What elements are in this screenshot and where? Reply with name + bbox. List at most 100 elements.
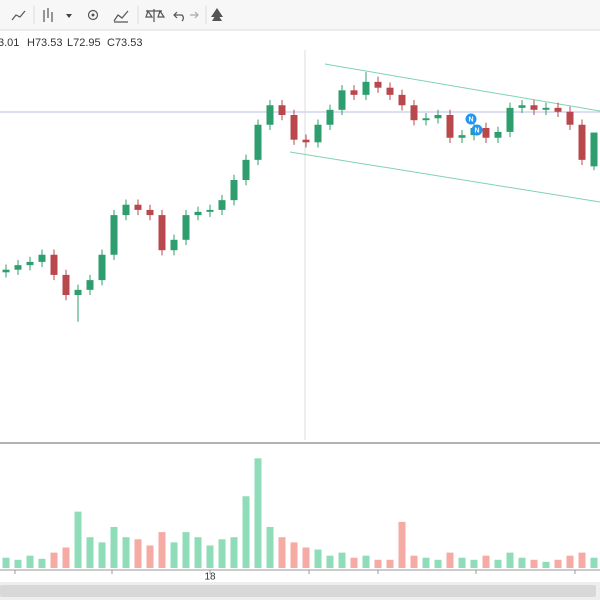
volume-bar	[230, 537, 238, 568]
volume-bar	[86, 537, 94, 568]
candle-body	[62, 274, 70, 296]
candle-body	[86, 280, 94, 290]
volume-bar	[398, 521, 406, 568]
legend-open: 3.01	[0, 37, 19, 49]
candle-body	[218, 200, 226, 210]
news-marker-label: N	[468, 116, 473, 123]
legend-close: C73.53	[107, 37, 142, 49]
volume-bar	[386, 559, 394, 568]
news-marker-label: N	[474, 127, 479, 134]
volume-bars	[2, 458, 598, 568]
candle-body	[542, 107, 550, 110]
candle-body	[158, 215, 166, 251]
candle-body	[314, 124, 322, 143]
candle-body	[494, 131, 502, 138]
candle-body	[446, 115, 454, 138]
candle-body	[338, 90, 346, 110]
candle-body	[110, 215, 118, 255]
candle-body	[146, 209, 154, 216]
candle-body	[242, 159, 250, 180]
undo-button[interactable]	[173, 11, 184, 22]
volume-bar	[122, 537, 130, 568]
redo-button[interactable]	[190, 11, 199, 19]
candle-body	[518, 105, 526, 108]
volume-bar	[170, 542, 178, 568]
volume-bar	[278, 537, 286, 568]
candle-body	[422, 118, 430, 121]
indicators-button[interactable]	[113, 10, 129, 23]
volume-bar	[242, 496, 250, 568]
candle-body	[410, 105, 418, 121]
volume-bar	[158, 532, 166, 568]
volume-bar	[590, 557, 598, 568]
candle-body	[374, 81, 382, 88]
candle-body	[278, 105, 286, 115]
candle-body	[302, 139, 310, 143]
chart-type-button[interactable]	[43, 8, 72, 22]
candle-body	[530, 105, 538, 110]
candle-body	[254, 124, 262, 160]
volume-bar	[578, 552, 586, 568]
volume-bar	[74, 511, 82, 568]
volume-bar	[494, 559, 502, 568]
compare-button[interactable]	[145, 9, 166, 22]
volume-bar	[470, 559, 478, 568]
volume-bar	[410, 555, 418, 568]
candle-body	[74, 289, 82, 296]
volume-bar	[422, 557, 430, 568]
channel-lower[interactable]	[289, 151, 600, 203]
volume-bar	[554, 559, 562, 568]
candle-body	[326, 109, 334, 125]
volume-bar	[50, 552, 58, 568]
volume-bar	[482, 555, 490, 568]
volume-bar	[254, 458, 262, 568]
volume-bar	[434, 559, 442, 568]
drawing-tools-button[interactable]	[211, 8, 223, 21]
candle-body	[398, 94, 406, 106]
line-style-button[interactable]	[11, 10, 26, 21]
candle-body	[554, 107, 562, 112]
volume-bar	[134, 539, 142, 568]
candle-body	[2, 269, 10, 273]
volume-bar	[350, 557, 358, 568]
news-marker[interactable]: N	[465, 113, 477, 125]
volume-bar	[2, 557, 10, 568]
volume-bar	[446, 552, 454, 568]
candle-body	[38, 254, 46, 262]
volume-bar	[98, 542, 106, 568]
volume-bar	[302, 547, 310, 568]
volume-bar	[458, 557, 466, 568]
candle-body	[50, 254, 58, 275]
volume-bar	[194, 537, 202, 568]
candles	[2, 72, 598, 322]
candle-body	[362, 81, 370, 95]
scrollbar-thumb[interactable]	[0, 585, 596, 597]
volume-bar	[314, 549, 322, 568]
candle-body	[590, 132, 598, 167]
settings-button[interactable]	[87, 9, 99, 21]
candle-body	[206, 209, 214, 212]
legend-low: L72.95	[67, 37, 101, 49]
x-axis-ticks	[14, 570, 576, 574]
candle-body	[26, 261, 34, 266]
candle-body	[266, 105, 274, 125]
volume-bar	[38, 558, 46, 568]
volume-bar	[146, 545, 154, 568]
candle-body	[434, 115, 442, 119]
volume-bar	[290, 542, 298, 568]
channel-upper[interactable]	[324, 63, 600, 112]
volume-bar	[362, 555, 370, 568]
candle-body	[386, 87, 394, 95]
volume-bar	[110, 527, 118, 568]
volume-bar	[374, 559, 382, 568]
candle-body	[458, 135, 466, 138]
candle-body	[170, 239, 178, 251]
news-marker[interactable]: N	[471, 124, 483, 136]
volume-bar	[26, 555, 34, 568]
candle-body	[290, 115, 298, 140]
candle-body	[506, 107, 514, 132]
volume-bar	[566, 555, 574, 568]
candle-body	[14, 265, 22, 270]
x-tick-label: 18	[204, 572, 216, 583]
